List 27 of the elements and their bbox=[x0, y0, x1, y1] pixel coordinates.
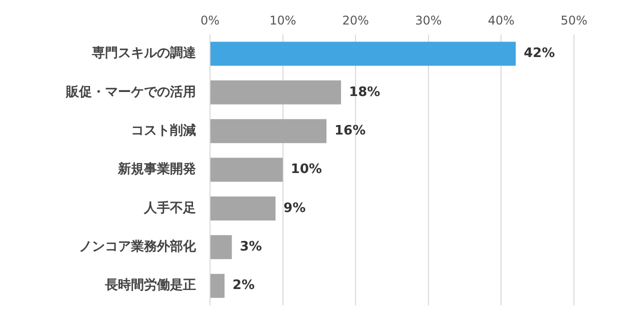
x-tick-label: 50% bbox=[560, 13, 588, 28]
y-tick-label: 専門スキルの調達 bbox=[91, 45, 197, 62]
data-label: 18% bbox=[349, 84, 380, 100]
bar bbox=[210, 196, 276, 220]
y-tick-label: 人手不足 bbox=[143, 200, 196, 216]
x-tick-label: 10% bbox=[269, 13, 296, 28]
bar bbox=[210, 42, 516, 66]
data-label: 42% bbox=[524, 46, 555, 62]
data-label: 2% bbox=[232, 278, 255, 294]
y-tick-label: コスト削減 bbox=[131, 123, 196, 138]
bar bbox=[210, 158, 283, 182]
bar bbox=[210, 274, 225, 298]
bar bbox=[210, 80, 342, 104]
y-tick-label: ノンコア業務外部化 bbox=[79, 238, 197, 255]
data-label: 16% bbox=[334, 123, 366, 138]
data-label: 9% bbox=[284, 200, 306, 216]
x-tick-label: 0% bbox=[200, 13, 220, 28]
y-tick-label: 販促・マーケでの活用 bbox=[65, 84, 196, 100]
bar bbox=[210, 235, 232, 260]
x-tick-label: 30% bbox=[415, 13, 442, 28]
data-label: 3% bbox=[240, 240, 262, 255]
bar bbox=[210, 119, 326, 144]
y-tick-label: 長時間労働是正 bbox=[104, 277, 196, 294]
data-label: 10% bbox=[290, 162, 322, 178]
y-tick-label: 新規事業開発 bbox=[117, 161, 196, 178]
x-tick-label: 20% bbox=[342, 13, 369, 28]
x-tick-label: 40% bbox=[488, 13, 515, 28]
